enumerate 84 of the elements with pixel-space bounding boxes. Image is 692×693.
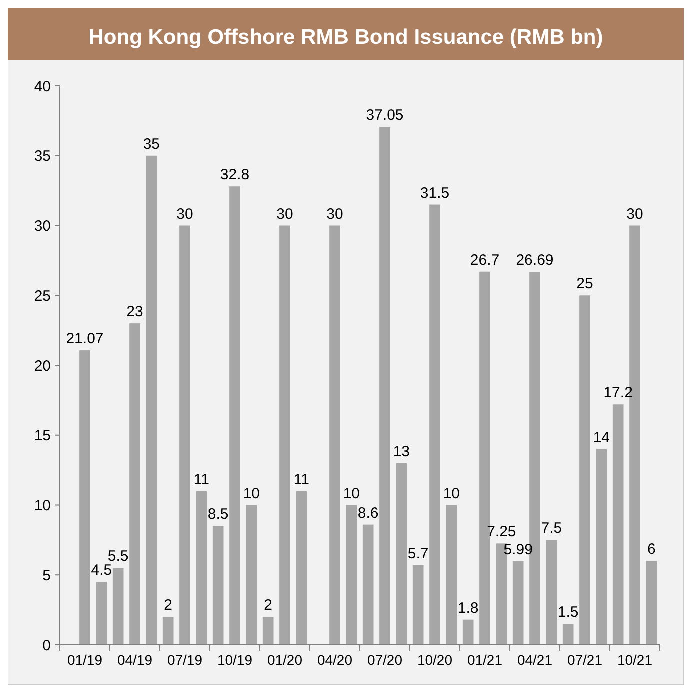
y-tick-label: 5 xyxy=(42,567,51,584)
x-tick-label: 01/21 xyxy=(467,652,503,668)
bar xyxy=(596,449,608,645)
data-label: 5.99 xyxy=(504,541,533,558)
bar xyxy=(362,524,374,645)
bar xyxy=(330,226,340,645)
x-tick-label: 07/20 xyxy=(367,652,403,668)
data-label: 8.6 xyxy=(358,504,379,522)
bar xyxy=(562,624,574,645)
bar xyxy=(130,324,140,645)
data-label: 30 xyxy=(176,206,194,223)
y-tick-label: 40 xyxy=(34,78,51,96)
bar xyxy=(212,526,224,645)
x-tick-label: 10/20 xyxy=(417,652,453,668)
bar xyxy=(280,226,290,645)
data-label: 23 xyxy=(126,304,144,321)
x-tick-label: 01/19 xyxy=(67,652,103,668)
bar xyxy=(430,204,440,645)
data-label: 10 xyxy=(243,485,260,502)
bar xyxy=(546,540,558,645)
x-tick-label: 04/21 xyxy=(517,652,553,668)
data-label: 10 xyxy=(443,485,460,502)
bar xyxy=(462,620,474,645)
data-label: 2 xyxy=(264,597,273,614)
x-tick-label: 10/19 xyxy=(217,652,253,668)
data-label: 1.5 xyxy=(558,604,579,622)
bar xyxy=(512,561,524,645)
data-label: 30 xyxy=(626,206,644,223)
bar xyxy=(246,505,258,645)
y-tick-label: 0 xyxy=(42,637,51,654)
bar xyxy=(80,350,90,645)
x-tick-label: 01/20 xyxy=(267,652,303,668)
data-label: 11 xyxy=(194,471,210,488)
data-label: 31.5 xyxy=(420,184,450,202)
x-tick-label: 07/19 xyxy=(167,652,203,668)
x-tick-label: 10/21 xyxy=(617,652,653,668)
bar xyxy=(146,156,158,645)
data-label: 13 xyxy=(393,443,410,460)
data-label: 6 xyxy=(647,541,656,558)
bar xyxy=(96,582,108,645)
data-label: 7.5 xyxy=(541,520,562,538)
bar xyxy=(396,463,408,645)
y-tick-label: 10 xyxy=(34,498,51,514)
bar xyxy=(446,505,458,645)
y-tick-label: 35 xyxy=(34,148,51,166)
data-label: 14 xyxy=(593,429,610,446)
bar xyxy=(180,226,190,645)
y-tick-label: 15 xyxy=(34,428,51,445)
data-label: 26.7 xyxy=(470,252,500,269)
data-label: 21.07 xyxy=(66,330,104,348)
data-label: 11 xyxy=(294,471,310,488)
bar xyxy=(262,617,274,645)
data-label: 26.69 xyxy=(516,252,554,270)
data-label: 30 xyxy=(326,206,344,223)
x-tick-label: 04/19 xyxy=(117,652,153,668)
data-label: 2 xyxy=(164,597,173,614)
bar xyxy=(346,505,358,645)
bar xyxy=(612,404,624,645)
y-tick-label: 25 xyxy=(34,288,51,305)
data-label: 8.5 xyxy=(208,506,229,524)
data-label: 17.2 xyxy=(604,384,633,402)
bar xyxy=(162,617,174,645)
y-tick-label: 20 xyxy=(34,358,51,375)
bar xyxy=(296,491,308,645)
data-label: 1.8 xyxy=(458,600,479,617)
x-tick-label: 07/21 xyxy=(567,652,603,668)
chart-title: Hong Kong Offshore RMB Bond Issuance (RMB bn) xyxy=(88,26,604,49)
bar xyxy=(230,186,240,645)
data-label: 32.8 xyxy=(220,166,250,184)
bar xyxy=(380,127,390,645)
data-label: 7.25 xyxy=(487,524,516,541)
data-label: 25 xyxy=(576,276,594,293)
data-label: 30 xyxy=(276,206,294,223)
data-label: 37.05 xyxy=(366,107,404,124)
data-label: 35 xyxy=(143,136,160,153)
bar xyxy=(112,568,124,645)
data-label: 10 xyxy=(343,485,360,502)
bar xyxy=(580,296,590,645)
bar xyxy=(196,491,208,645)
y-tick-label: 30 xyxy=(34,218,51,235)
bar xyxy=(646,561,658,645)
bar xyxy=(412,565,424,645)
data-label: 5.7 xyxy=(408,545,429,562)
x-tick-label: 04/20 xyxy=(317,652,353,668)
